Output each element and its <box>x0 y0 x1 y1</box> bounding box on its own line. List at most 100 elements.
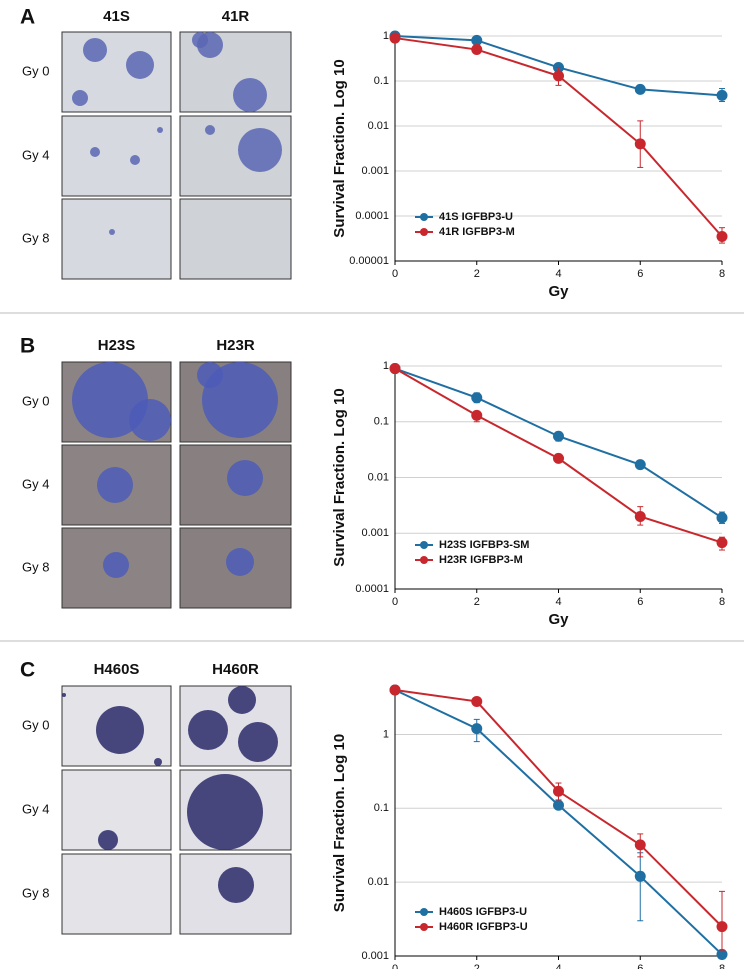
x-tick-label: 4 <box>555 596 561 608</box>
row-label: Gy 4 <box>22 147 49 162</box>
colony <box>96 706 144 754</box>
data-point <box>471 695 483 707</box>
row-label: Gy 8 <box>22 559 49 574</box>
data-point <box>553 452 564 464</box>
micrograph <box>61 198 172 280</box>
x-tick-label: 0 <box>392 963 398 969</box>
legend-marker <box>420 228 428 236</box>
x-tick-label: 4 <box>555 268 561 280</box>
data-point <box>634 459 646 471</box>
micrograph <box>61 115 172 197</box>
data-point <box>716 512 728 524</box>
colony <box>226 548 254 576</box>
column-header: 41S <box>103 8 130 25</box>
data-point <box>471 44 483 56</box>
colony <box>192 32 208 48</box>
data-point <box>716 537 728 549</box>
x-tick-label: 2 <box>474 963 480 969</box>
legend-label: H23S IGFBP3-SM <box>439 539 529 551</box>
colony <box>205 125 215 135</box>
column-header: H23R <box>216 337 255 354</box>
y-tick-label: 0.001 <box>361 165 389 177</box>
colony <box>197 362 223 388</box>
row-label: Gy 0 <box>22 393 49 408</box>
colony <box>103 552 129 578</box>
colony <box>187 774 263 850</box>
data-point <box>716 231 728 243</box>
legend-marker <box>420 213 428 221</box>
colony <box>62 693 66 697</box>
row-label: Gy 0 <box>22 63 49 78</box>
column-header: 41R <box>222 8 250 25</box>
row-label: Gy 4 <box>22 476 49 491</box>
y-tick-label: 0.1 <box>374 416 389 428</box>
data-point <box>471 34 483 46</box>
column-header: H23S <box>98 337 136 354</box>
legend-label: H460R IGFBP3-U <box>439 921 528 933</box>
panel-letter: C <box>20 659 35 682</box>
data-point <box>553 430 564 442</box>
y-tick-label: 0.00001 <box>349 255 389 267</box>
colony <box>233 78 267 112</box>
colony <box>130 155 140 165</box>
legend-label: 41R IGFBP3-M <box>439 226 515 238</box>
data-point <box>634 839 646 851</box>
y-tick-label: 0.0001 <box>355 583 389 595</box>
data-point <box>389 32 401 44</box>
micrograph <box>179 198 292 280</box>
colony <box>227 460 263 496</box>
x-tick-label: 2 <box>474 596 480 608</box>
y-tick-label: 0.001 <box>361 950 389 962</box>
y-tick-label: 0.01 <box>368 876 389 888</box>
y-tick-label: 0.0001 <box>355 210 389 222</box>
y-tick-label: 0.01 <box>368 120 389 132</box>
data-point <box>389 363 401 375</box>
x-tick-label: 8 <box>719 596 725 608</box>
legend-marker <box>420 541 428 549</box>
x-tick-label: 6 <box>637 268 643 280</box>
x-tick-label: 8 <box>719 268 725 280</box>
colony <box>109 229 115 235</box>
colony <box>154 758 162 766</box>
x-tick-label: 0 <box>392 268 398 280</box>
legend-label: 41S IGFBP3-U <box>439 211 513 223</box>
row-label: Gy 8 <box>22 885 49 900</box>
colony <box>238 722 278 762</box>
legend-marker <box>420 908 428 916</box>
data-point <box>389 684 401 696</box>
colony <box>72 362 148 438</box>
colony <box>83 38 107 62</box>
colony <box>72 90 88 106</box>
legend-marker <box>420 923 428 931</box>
y-tick-label: 0.001 <box>361 527 389 539</box>
colony <box>126 51 154 79</box>
y-axis-label: Survival Fraction. Log 10 <box>331 388 348 566</box>
colony <box>188 710 228 750</box>
error-bar <box>719 890 725 951</box>
x-tick-label: 4 <box>555 963 561 969</box>
column-header: H460S <box>94 661 140 678</box>
data-point <box>553 799 564 811</box>
legend-label: H23R IGFBP3-M <box>439 554 523 566</box>
data-point <box>553 785 564 797</box>
colony <box>129 399 171 441</box>
row-label: Gy 4 <box>22 801 49 816</box>
data-point <box>553 70 564 82</box>
data-point <box>716 921 728 933</box>
data-point <box>716 948 728 960</box>
data-point <box>634 138 646 150</box>
x-tick-label: 2 <box>474 268 480 280</box>
data-point <box>716 89 728 101</box>
data-point <box>471 392 483 404</box>
colony <box>97 467 133 503</box>
y-tick-label: 1 <box>383 360 389 372</box>
y-tick-label: 0.1 <box>374 75 389 87</box>
panel-letter: A <box>20 6 35 29</box>
data-point <box>471 723 483 735</box>
colony <box>228 686 256 714</box>
micrograph <box>61 853 172 935</box>
legend-marker <box>420 556 428 564</box>
y-axis-label: Survival Fraction. Log 10 <box>331 734 348 912</box>
colony <box>218 867 254 903</box>
data-point <box>634 510 646 522</box>
